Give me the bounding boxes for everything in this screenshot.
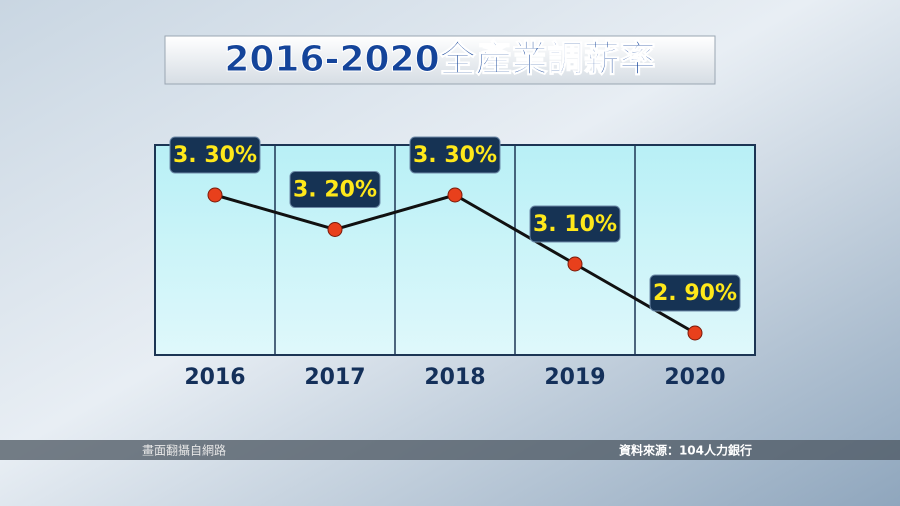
footer-left: 畫面翻攝自網路	[142, 443, 226, 458]
value-label: 3. 10%	[533, 212, 617, 237]
x-tick-label: 2020	[664, 365, 725, 390]
value-label: 3. 30%	[173, 143, 257, 168]
x-tick-label: 2016	[184, 365, 245, 390]
value-label: 2. 90%	[653, 281, 737, 306]
x-tick-label: 2018	[424, 365, 485, 390]
point	[207, 187, 223, 203]
value-label-box	[169, 136, 261, 174]
value-label: 3. 30%	[413, 143, 497, 168]
value-label-box	[529, 205, 621, 243]
footer-bar	[0, 440, 900, 460]
value-label-box	[409, 136, 501, 174]
x-tick-label: 2017	[304, 365, 365, 390]
title-banner	[164, 35, 716, 85]
chart-title: 2016-2020全產業調薪率	[224, 38, 655, 80]
plot-area	[154, 144, 756, 356]
point	[687, 325, 703, 341]
value-label-box	[649, 274, 741, 312]
x-tick-label: 2019	[544, 365, 605, 390]
point	[327, 222, 343, 237]
point	[567, 256, 583, 272]
point	[447, 187, 463, 203]
value-label-box	[289, 171, 381, 208]
footer-right: 資料來源：104人力銀行	[619, 443, 752, 458]
value-label: 3. 20%	[293, 178, 377, 203]
